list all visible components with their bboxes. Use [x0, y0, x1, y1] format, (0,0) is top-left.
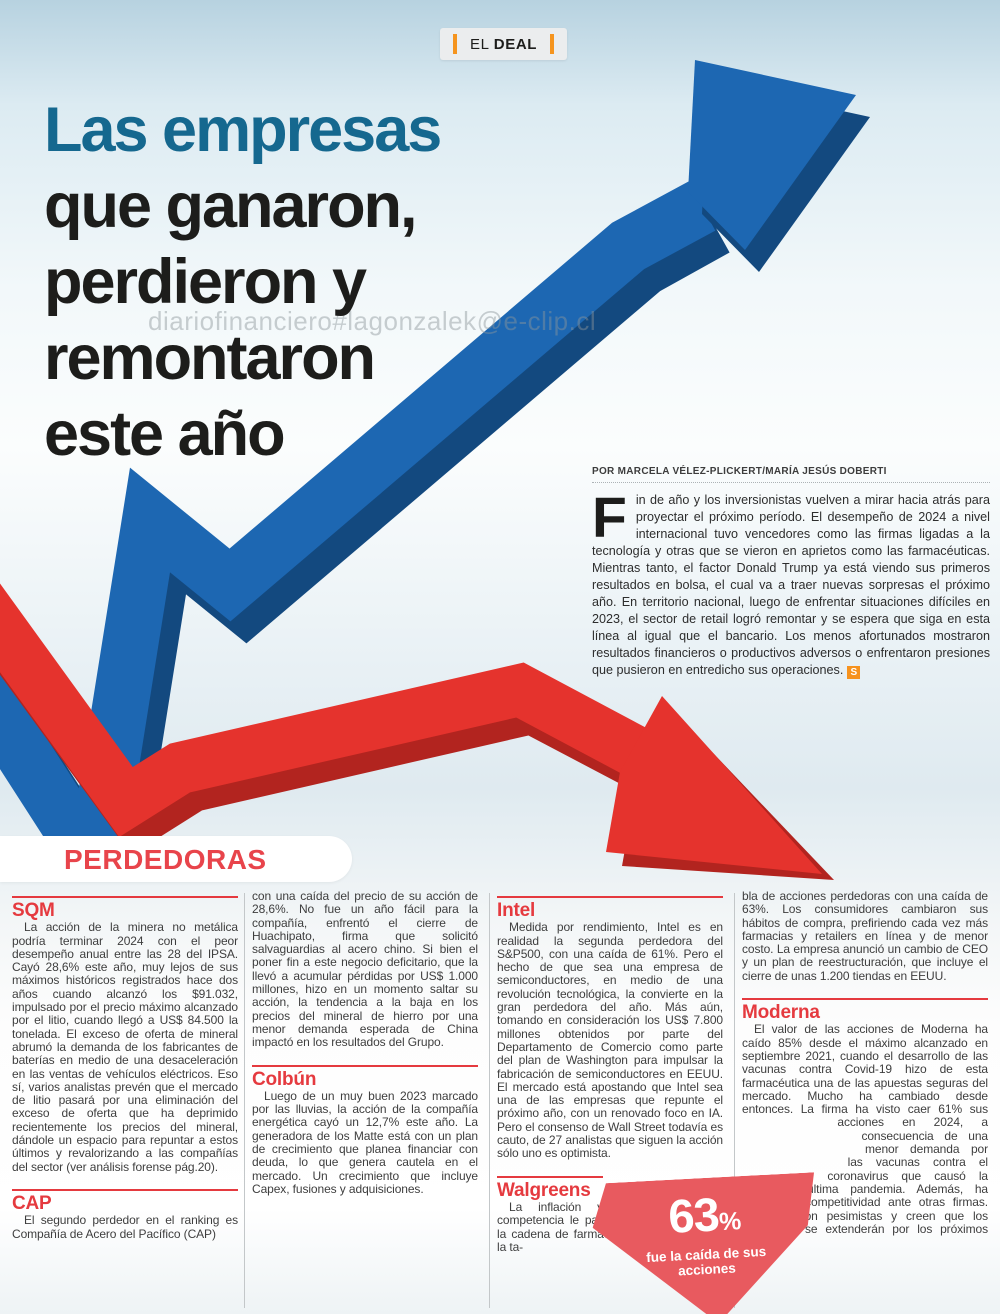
callout-caption: fue la caída de sus acciones — [645, 1243, 767, 1279]
kicker-word-deal: DEAL — [493, 35, 538, 53]
section-rule — [12, 896, 238, 898]
article-walgreens-body-col4: bla de acciones perdedoras con una caída… — [742, 889, 988, 983]
kicker-accent-bar-icon — [453, 34, 457, 54]
column-4: bla de acciones perdedoras con una caída… — [742, 889, 988, 1314]
column-divider — [734, 893, 735, 1308]
title-line-5: este año — [44, 399, 286, 469]
section-kicker: EL DEAL — [440, 28, 568, 60]
watermark-text: diariofinanciero#lagonzalek@e-clip.cl — [148, 306, 597, 336]
article-moderna: Moderna El valor de las acciones de Mode… — [742, 998, 988, 1249]
column-3: Intel Medida por rendimiento, Intel es e… — [497, 890, 723, 1314]
kicker-label: EL DEAL — [470, 36, 537, 53]
article-cap-body-col1: El segundo perdedor en el ranking es Com… — [12, 1213, 238, 1241]
article-intel: Intel Medida por rendimiento, Intel es e… — [497, 896, 723, 1161]
kicker-word-el: EL — [470, 35, 489, 53]
kicker-accent-bar-icon — [550, 34, 555, 54]
article-cap-body-col2: con una caída del precio de su acción de… — [252, 889, 478, 1050]
article-moderna-body: El valor de las acciones de Moderna ha c… — [742, 1023, 988, 1249]
section-rule — [12, 1188, 238, 1191]
article-sqm-heading: SQM — [12, 900, 55, 921]
section-rule — [252, 1064, 478, 1067]
column-divider — [244, 893, 245, 1308]
section-banner-label: PERDEDORAS — [64, 844, 267, 875]
title-line-2: que ganaron, — [44, 171, 418, 241]
article-sqm: SQM La acción de la minera no metálica p… — [12, 896, 238, 1174]
arrows-graphic — [0, 60, 870, 880]
title-line-1: Las empresas — [44, 95, 442, 165]
article-colbun-body: Luego de un muy buen 2023 marcado por la… — [252, 1088, 478, 1196]
percent-sign: % — [718, 1207, 741, 1237]
intro-text: in de año y los inversionistas vuelven a… — [592, 493, 990, 677]
callout-number: 63 — [666, 1187, 720, 1243]
up-arrow-icon — [0, 60, 870, 880]
section-rule — [497, 896, 723, 898]
article-walgreens-heading: Walgreens — [497, 1179, 591, 1201]
article-cap: CAP El segundo perdedor en el ranking es… — [12, 1188, 238, 1241]
section-banner: PERDEDORAS — [0, 836, 352, 882]
column-1: SQM La acción de la minera no metálica p… — [12, 890, 238, 1314]
article-cap-heading: CAP — [12, 1192, 52, 1214]
title-line-4: remontaron — [44, 323, 376, 393]
article-intel-heading: Intel — [497, 900, 536, 921]
article-colbun-heading: Colbún — [252, 1068, 317, 1090]
end-of-article-icon: S — [847, 666, 861, 679]
section-rule — [742, 998, 988, 1001]
byline: POR MARCELA VÉLEZ-PLICKERT/MARÍA JESÚS D… — [592, 466, 990, 483]
title-line-3: perdieron y — [44, 247, 367, 317]
article-intel-body: Medida por rendimiento, Intel es en real… — [497, 920, 723, 1161]
article-colbun: Colbún Luego de un muy buen 2023 marcado… — [252, 1064, 478, 1197]
column-divider — [489, 893, 490, 1308]
callout-value: 63% — [591, 1186, 818, 1252]
section-rule — [497, 1175, 603, 1178]
article-moderna-heading: Moderna — [742, 1002, 820, 1024]
article-moderna-body-part1: El valor de las acciones de Moderna ha c… — [742, 1022, 988, 1117]
drop-cap: F — [592, 486, 627, 550]
column-2: con una caída del precio de su acción de… — [252, 889, 478, 1314]
down-arrow-icon — [0, 583, 834, 880]
article-sqm-body: La acción de la minera no metálica podrí… — [12, 920, 238, 1174]
page-title: Las empresas que ganaron, perdieron y re… — [44, 92, 442, 472]
